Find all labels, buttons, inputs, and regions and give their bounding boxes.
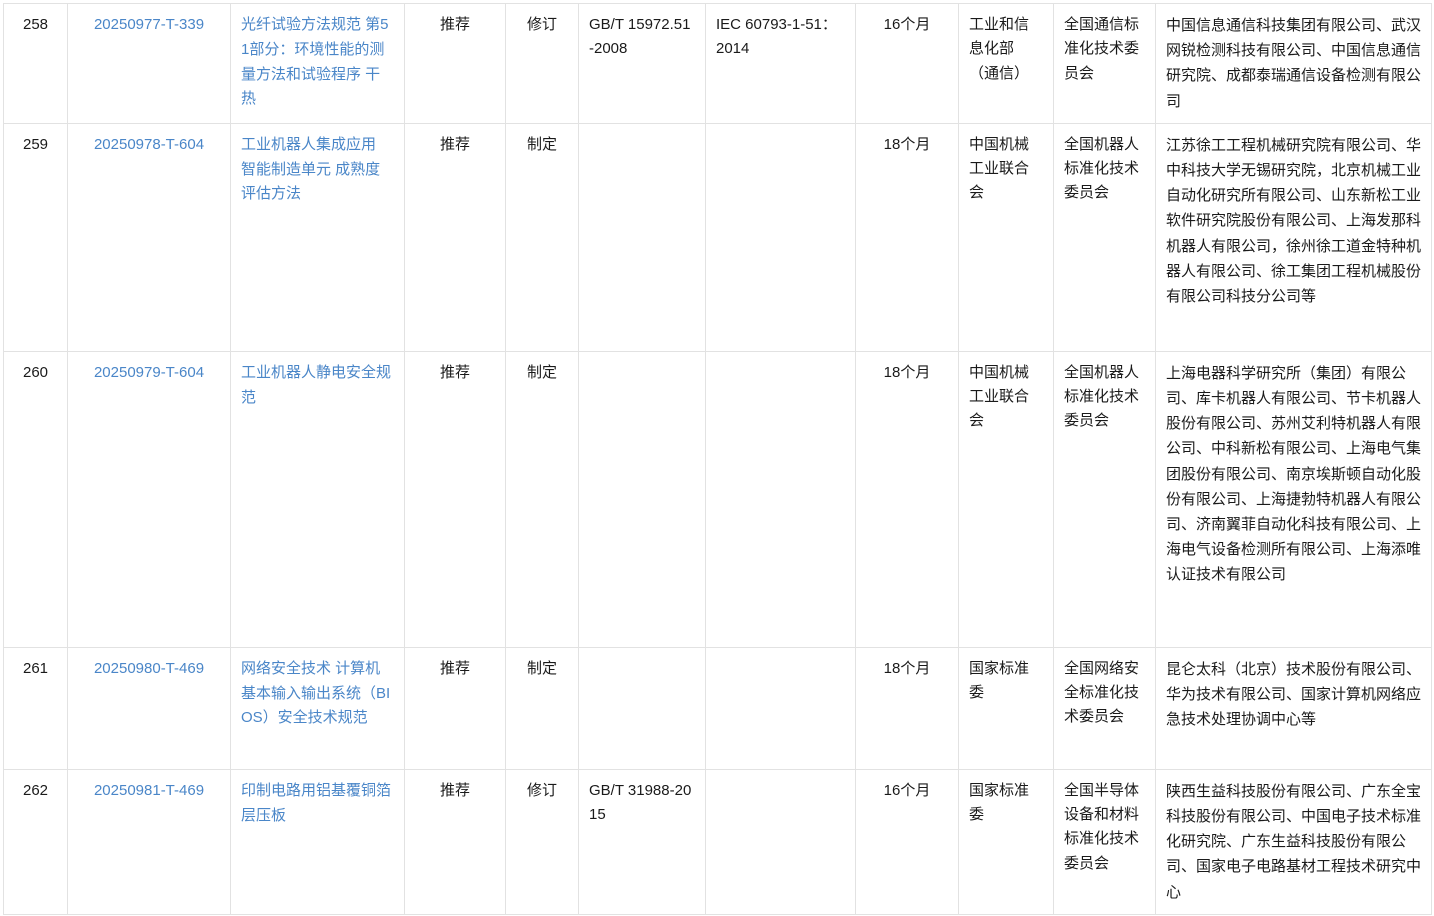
standard-nature-cell: 推荐 — [404, 3, 506, 124]
international-standard-cell — [705, 122, 856, 352]
standard-nature-cell: 推荐 — [404, 768, 506, 915]
project-name-cell: 光纤试验方法规范 第51部分：环境性能的测量方法和试验程序 干热 — [230, 3, 405, 124]
plan-number-link[interactable]: 20250978-T-604 — [93, 135, 205, 153]
international-standard-cell — [705, 768, 856, 915]
standards-plan-table: 258 20250977-T-339 光纤试验方法规范 第51部分：环境性能的测… — [3, 3, 1432, 915]
project-name-cell: 印制电路用铝基覆铜箔层压板 — [230, 768, 405, 915]
project-name-cell: 网络安全技术 计算机基本输入输出系统（BIOS）安全技术规范 — [230, 646, 405, 770]
plan-number-cell: 20250978-T-604 — [67, 122, 231, 352]
technical-committee-cell: 全国半导体设备和材料标准化技术委员会 — [1053, 768, 1156, 915]
technical-committee-cell: 全国通信标准化技术委员会 — [1053, 3, 1156, 124]
administrative-department-cell: 中国机械工业联合会 — [958, 122, 1054, 352]
plan-number-cell: 20250979-T-604 — [67, 350, 231, 648]
plan-number-cell: 20250981-T-469 — [67, 768, 231, 915]
table-row: 259 20250978-T-604 工业机器人集成应用 智能制造单元 成熟度评… — [3, 122, 1432, 352]
project-name-link[interactable]: 印制电路用铝基覆铜箔层压板 — [241, 781, 392, 824]
row-index-cell: 259 — [3, 122, 68, 352]
drafting-units-cell: 江苏徐工工程机械研究院有限公司、华中科技大学无锡研究院，北京机械工业自动化研究所… — [1155, 122, 1432, 352]
standards-plan-table-body: 258 20250977-T-339 光纤试验方法规范 第51部分：环境性能的测… — [3, 3, 1432, 915]
plan-number-link[interactable]: 20250979-T-604 — [93, 363, 205, 381]
project-name-link[interactable]: 工业机器人集成应用 智能制造单元 成熟度评估方法 — [241, 135, 381, 203]
project-name-cell: 工业机器人集成应用 智能制造单元 成熟度评估方法 — [230, 122, 405, 352]
row-index-cell: 262 — [3, 768, 68, 915]
plan-number-cell: 20250977-T-339 — [67, 3, 231, 124]
completion-cycle-cell: 16个月 — [855, 768, 959, 915]
administrative-department-cell: 中国机械工业联合会 — [958, 350, 1054, 648]
project-name-link[interactable]: 网络安全技术 计算机基本输入输出系统（BIOS）安全技术规范 — [241, 659, 391, 727]
project-name-link[interactable]: 工业机器人静电安全规范 — [241, 363, 392, 406]
replaced-standard-cell — [578, 646, 706, 770]
international-standard-cell — [705, 350, 856, 648]
project-name-cell: 工业机器人静电安全规范 — [230, 350, 405, 648]
revision-type-cell: 制定 — [505, 350, 579, 648]
revision-type-cell: 制定 — [505, 122, 579, 352]
technical-committee-cell: 全国机器人标准化技术委员会 — [1053, 122, 1156, 352]
technical-committee-cell: 全国网络安全标准化技术委员会 — [1053, 646, 1156, 770]
completion-cycle-cell: 18个月 — [855, 122, 959, 352]
table-row: 258 20250977-T-339 光纤试验方法规范 第51部分：环境性能的测… — [3, 3, 1432, 124]
administrative-department-cell: 工业和信息化部（通信） — [958, 3, 1054, 124]
completion-cycle-cell: 18个月 — [855, 350, 959, 648]
drafting-units-cell: 陕西生益科技股份有限公司、广东全宝科技股份有限公司、中国电子技术标准化研究院、广… — [1155, 768, 1432, 915]
administrative-department-cell: 国家标准委 — [958, 646, 1054, 770]
drafting-units-cell: 中国信息通信科技集团有限公司、武汉网锐检测科技有限公司、中国信息通信研究院、成都… — [1155, 3, 1432, 124]
replaced-standard-cell: GB/T 31988-2015 — [578, 768, 706, 915]
row-index-cell: 258 — [3, 3, 68, 124]
drafting-units-cell: 昆仑太科（北京）技术股份有限公司、华为技术有限公司、国家计算机网络应急技术处理协… — [1155, 646, 1432, 770]
project-name-link[interactable]: 光纤试验方法规范 第51部分：环境性能的测量方法和试验程序 干热 — [241, 16, 389, 108]
plan-number-link[interactable]: 20250977-T-339 — [93, 16, 205, 33]
completion-cycle-cell: 18个月 — [855, 646, 959, 770]
completion-cycle-cell: 16个月 — [855, 3, 959, 124]
plan-number-cell: 20250980-T-469 — [67, 646, 231, 770]
technical-committee-cell: 全国机器人标准化技术委员会 — [1053, 350, 1156, 648]
standard-nature-cell: 推荐 — [404, 122, 506, 352]
revision-type-cell: 修订 — [505, 3, 579, 124]
plan-number-link[interactable]: 20250981-T-469 — [93, 781, 205, 799]
international-standard-cell: IEC 60793-1-51：2014 — [705, 3, 856, 124]
replaced-standard-cell — [578, 350, 706, 648]
revision-type-cell: 修订 — [505, 768, 579, 915]
standard-nature-cell: 推荐 — [404, 646, 506, 770]
international-standard-cell — [705, 646, 856, 770]
revision-type-cell: 制定 — [505, 646, 579, 770]
row-index-cell: 260 — [3, 350, 68, 648]
drafting-units-cell: 上海电器科学研究所（集团）有限公司、库卡机器人有限公司、节卡机器人股份有限公司、… — [1155, 350, 1432, 648]
row-index-cell: 261 — [3, 646, 68, 770]
standard-nature-cell: 推荐 — [404, 350, 506, 648]
table-row: 261 20250980-T-469 网络安全技术 计算机基本输入输出系统（BI… — [3, 646, 1432, 770]
table-row: 260 20250979-T-604 工业机器人静电安全规范 推荐 制定 18个… — [3, 350, 1432, 648]
replaced-standard-cell: GB/T 15972.51-2008 — [578, 3, 706, 124]
table-row: 262 20250981-T-469 印制电路用铝基覆铜箔层压板 推荐 修订 G… — [3, 768, 1432, 915]
administrative-department-cell: 国家标准委 — [958, 768, 1054, 915]
plan-number-link[interactable]: 20250980-T-469 — [93, 659, 205, 677]
replaced-standard-cell — [578, 122, 706, 352]
